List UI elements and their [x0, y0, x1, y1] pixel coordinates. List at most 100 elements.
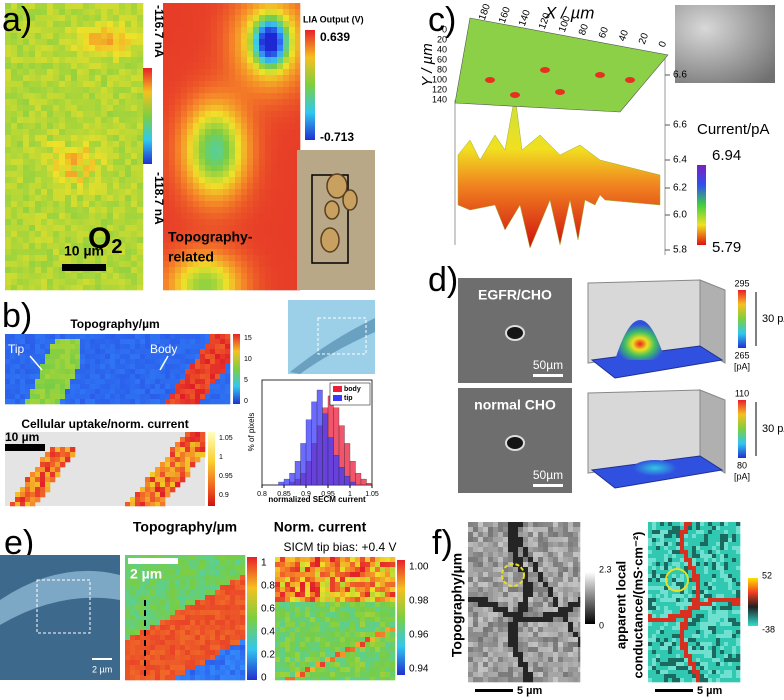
map-pixel — [259, 57, 266, 64]
map-pixel — [563, 632, 569, 638]
map-pixel — [478, 557, 484, 563]
map-pixel — [80, 394, 86, 400]
map-pixel — [240, 590, 246, 596]
map-pixel — [119, 249, 126, 256]
map-pixel — [235, 147, 242, 154]
map-pixel — [41, 27, 48, 34]
map-pixel — [193, 141, 200, 148]
map-pixel — [247, 141, 254, 148]
map-pixel — [283, 219, 290, 226]
map-pixel — [380, 612, 386, 618]
label: a) — [2, 1, 32, 39]
map-pixel — [160, 462, 166, 468]
map-pixel — [283, 195, 290, 202]
map-pixel — [271, 267, 278, 274]
map-pixel — [241, 141, 248, 148]
map-pixel — [558, 522, 564, 528]
map-pixel — [289, 237, 296, 244]
label: 0 — [261, 673, 267, 684]
map-pixel — [285, 607, 291, 613]
map-pixel — [315, 662, 321, 668]
map-pixel — [259, 237, 266, 244]
map-pixel — [513, 577, 519, 583]
map-pixel — [90, 334, 96, 340]
map-pixel — [289, 243, 296, 250]
map-pixel — [315, 587, 321, 593]
map-pixel — [175, 452, 181, 458]
map-pixel — [145, 640, 151, 646]
map-pixel — [181, 243, 188, 250]
map-pixel — [229, 285, 236, 291]
map-pixel — [101, 273, 108, 280]
map-pixel — [538, 632, 544, 638]
map-pixel — [573, 602, 579, 608]
map-pixel — [150, 575, 156, 581]
map-pixel — [181, 15, 188, 22]
map-pixel — [223, 285, 230, 291]
map-pixel — [199, 153, 206, 160]
map-pixel — [320, 592, 326, 598]
map-pixel — [528, 592, 534, 598]
map-pixel — [493, 637, 499, 643]
map-pixel — [271, 63, 278, 70]
map-pixel — [60, 384, 66, 390]
map-pixel — [223, 219, 230, 226]
map-pixel — [175, 349, 181, 355]
map-pixel — [528, 572, 534, 578]
map-pixel — [53, 93, 60, 100]
map-pixel — [17, 225, 24, 232]
map-pixel — [125, 560, 131, 566]
map-pixel — [360, 607, 366, 613]
label: 1 — [219, 454, 223, 461]
map-pixel — [165, 472, 171, 478]
map-pixel — [345, 677, 351, 681]
map-pixel — [169, 177, 176, 184]
map-pixel — [41, 147, 48, 154]
map-pixel — [513, 602, 519, 608]
map-pixel — [135, 389, 141, 395]
map-pixel — [205, 394, 211, 400]
map-pixel — [483, 642, 489, 648]
map-pixel — [548, 522, 554, 528]
map-pixel — [89, 183, 96, 190]
label: related — [168, 249, 214, 265]
map-pixel — [130, 379, 136, 385]
map-pixel — [568, 622, 574, 628]
map-pixel — [115, 349, 121, 355]
map-pixel — [220, 560, 226, 566]
map-pixel — [220, 585, 226, 591]
map-pixel — [29, 117, 36, 124]
map-pixel — [390, 582, 396, 588]
map-pixel — [211, 261, 218, 268]
map-pixel — [195, 457, 201, 463]
map-pixel — [11, 177, 18, 184]
map-pixel — [65, 27, 72, 34]
map-pixel — [101, 111, 108, 118]
map-pixel — [488, 562, 494, 568]
label: 80 — [737, 460, 747, 470]
map-pixel — [473, 632, 479, 638]
map-pixel — [131, 201, 138, 208]
label: 0.2 — [261, 650, 275, 661]
map-pixel — [95, 349, 101, 355]
map-pixel — [169, 243, 176, 250]
map-pixel — [295, 622, 301, 628]
map-pixel — [220, 384, 226, 390]
map-pixel — [11, 213, 18, 220]
map-pixel — [370, 557, 376, 563]
map-pixel — [223, 75, 230, 82]
map-pixel — [199, 279, 206, 286]
map-pixel — [235, 650, 241, 656]
map-pixel — [325, 582, 331, 588]
map-pixel — [83, 45, 90, 52]
label: 0.8 — [257, 491, 267, 498]
map-pixel — [265, 285, 272, 291]
map-pixel — [558, 617, 564, 623]
map-pixel — [283, 135, 290, 142]
map-pixel — [140, 570, 146, 576]
map-pixel — [155, 364, 161, 370]
map-pixel — [468, 562, 474, 568]
map-pixel — [277, 87, 284, 94]
map-pixel — [283, 81, 290, 88]
map-pixel — [107, 177, 114, 184]
